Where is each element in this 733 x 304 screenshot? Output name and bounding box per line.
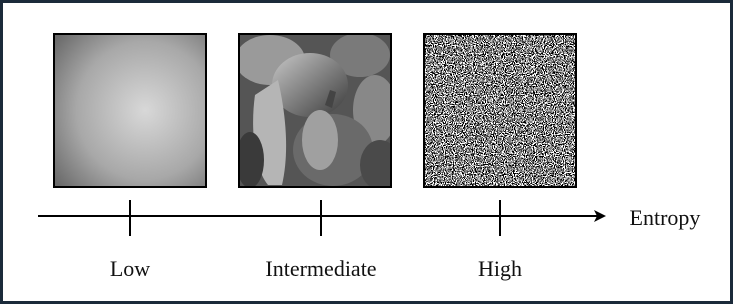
tick-label: High bbox=[478, 256, 522, 281]
tick-label: Low bbox=[110, 256, 150, 281]
page: {"axis": {"label": "Entropy", "ticks": [… bbox=[0, 0, 733, 304]
high-entropy-image bbox=[424, 34, 576, 187]
intermediate-entropy-image bbox=[235, 33, 400, 190]
tick-label: Intermediate bbox=[265, 256, 376, 281]
diagram: Entropy Low Intermediate High bbox=[0, 0, 733, 304]
low-entropy-image bbox=[54, 34, 206, 187]
axis-label: Entropy bbox=[630, 205, 701, 230]
